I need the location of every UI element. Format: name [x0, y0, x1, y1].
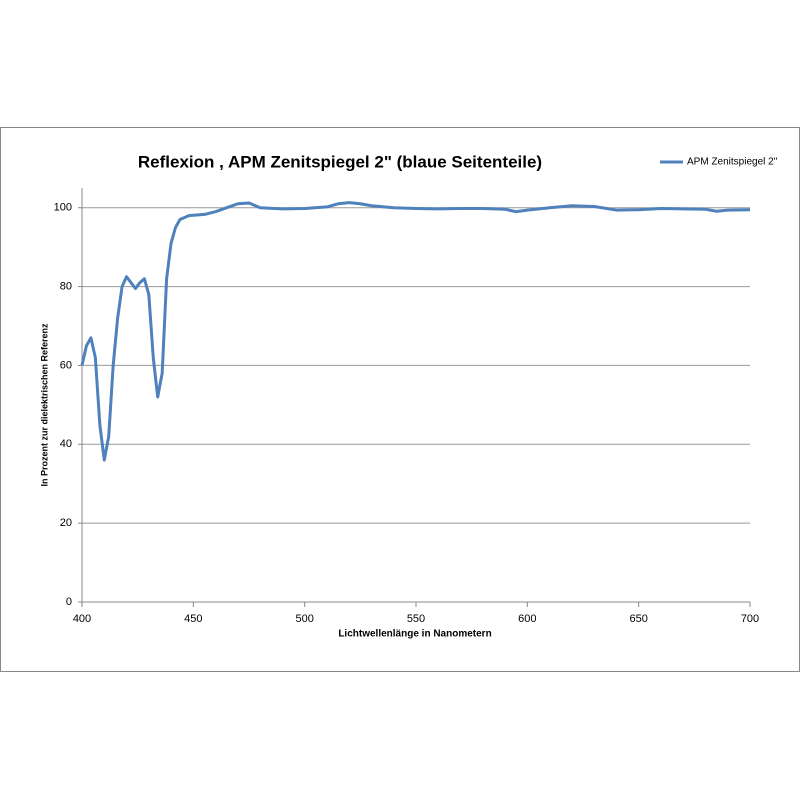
x-tick-label: 550 — [407, 613, 425, 625]
y-tick-label: 60 — [60, 359, 72, 371]
x-tick-label: 400 — [73, 613, 91, 625]
x-tick-label: 450 — [184, 613, 202, 625]
x-tick-label: 500 — [295, 613, 313, 625]
y-tick-label: 100 — [54, 202, 72, 214]
y-tick-label: 80 — [60, 280, 72, 292]
data-line — [80, 201, 751, 462]
y-axis-label: In Prozent zur dielektrischen Referenz — [39, 323, 49, 487]
y-tick-label: 40 — [60, 438, 72, 450]
y-tick-label: 20 — [60, 517, 72, 529]
legend-label: APM Zenitspiegel 2" — [687, 157, 778, 168]
x-tick-label: 600 — [518, 613, 536, 625]
y-tick-label: 0 — [66, 596, 72, 608]
chart-frame — [0, 127, 800, 672]
x-tick-label: 700 — [741, 613, 759, 625]
chart-title: Reflexion , APM Zenitspiegel 2" (blaue S… — [138, 152, 542, 171]
x-tick-label: 650 — [629, 613, 647, 625]
x-axis-label: Lichtwellenlänge in Nanometern — [338, 629, 491, 640]
